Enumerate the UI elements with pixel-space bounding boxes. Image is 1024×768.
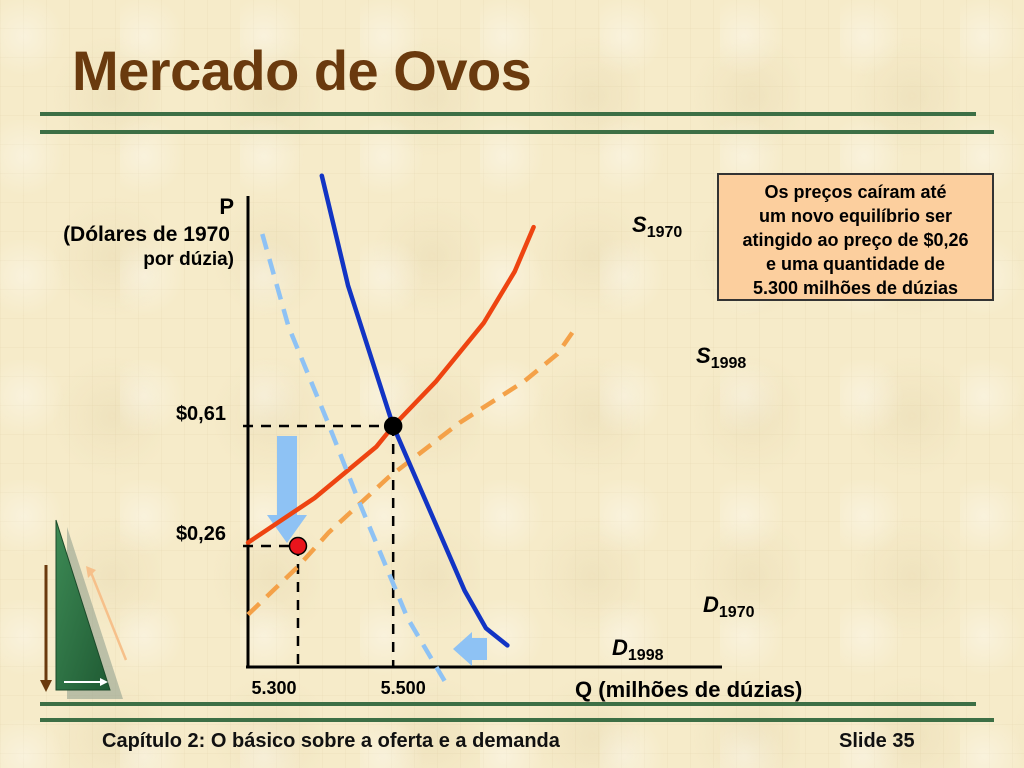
y-tick-label: $0,26 — [176, 523, 226, 545]
curve-label-d1970: D1970 — [703, 592, 755, 621]
callout-line-2: um novo equilíbrio ser — [758, 206, 953, 226]
footer-rule-top — [40, 702, 976, 706]
triangle-logo-icon — [40, 519, 128, 699]
footer-rule-bottom — [40, 718, 994, 722]
x-tick-label: 5.500 — [381, 678, 426, 698]
title-rule-bottom — [40, 130, 994, 134]
equilibrium-callout: Os preços caíram até um novo equilíbrio … — [717, 173, 994, 301]
curve-s1998 — [246, 328, 576, 617]
curve-d1970 — [319, 173, 510, 648]
callout-line-1: Os preços caíram até — [764, 182, 947, 202]
callout-line-4: e uma quantidade de — [765, 254, 946, 274]
callout-line-3: atingido ao preço de $0,26 — [742, 230, 969, 250]
callout-line-5: 5.300 milhões de dúzias — [752, 278, 959, 298]
slide-title: Mercado de Ovos — [72, 39, 532, 102]
shift-left-arrow-icon — [453, 632, 487, 666]
y-axis-label-line1: (Dólares de 1970 — [63, 223, 230, 246]
footer-slide-number: Slide 35 — [839, 730, 915, 752]
y-axis-letter: P — [219, 194, 234, 219]
curve-d1998 — [260, 233, 450, 688]
x-tick-label: 5.300 — [251, 678, 296, 698]
title-rule-top — [40, 112, 976, 116]
equilibrium-point — [288, 536, 308, 556]
curve-label-s1970: S1970 — [632, 212, 682, 241]
equilibrium-point — [383, 416, 403, 436]
curve-s1970 — [245, 224, 536, 545]
y-tick-label: $0,61 — [176, 403, 226, 425]
y-axis-label-line2: por dúzia) — [143, 249, 234, 270]
x-axis-label: Q (milhões de dúzias) — [575, 677, 802, 702]
curve-label-s1998: S1998 — [696, 343, 746, 372]
footer-chapter: Capítulo 2: O básico sobre a oferta e a … — [102, 730, 560, 752]
curve-label-d1998: D1998 — [612, 635, 664, 664]
shift-down-arrow-icon — [267, 436, 307, 543]
